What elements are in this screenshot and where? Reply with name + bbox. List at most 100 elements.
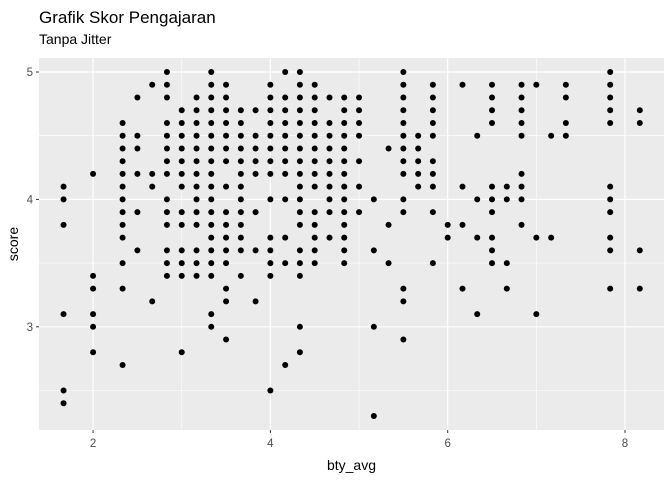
- data-point: [208, 132, 215, 139]
- data-point: [459, 221, 466, 228]
- y-tick-label: 3: [27, 322, 33, 334]
- data-point: [208, 119, 215, 126]
- data-point: [149, 81, 156, 88]
- data-point: [503, 183, 510, 190]
- data-point: [607, 183, 614, 190]
- data-points: [60, 69, 643, 419]
- data-point: [296, 221, 303, 228]
- data-point: [193, 209, 200, 216]
- data-point: [208, 158, 215, 165]
- data-point: [400, 119, 407, 126]
- data-point: [163, 81, 170, 88]
- data-point: [208, 323, 215, 330]
- data-point: [489, 81, 496, 88]
- data-point: [341, 183, 348, 190]
- data-point: [223, 183, 230, 190]
- data-point: [208, 260, 215, 267]
- data-point: [518, 94, 525, 101]
- data-point: [400, 170, 407, 177]
- data-point: [341, 145, 348, 152]
- data-point: [311, 158, 318, 165]
- data-point: [282, 107, 289, 114]
- data-point: [252, 158, 259, 165]
- data-point: [296, 69, 303, 76]
- data-point: [311, 145, 318, 152]
- data-point: [370, 412, 377, 419]
- data-point: [429, 81, 436, 88]
- data-point: [326, 94, 333, 101]
- data-point: [193, 170, 200, 177]
- data-point: [178, 349, 185, 356]
- data-point: [178, 119, 185, 126]
- data-point: [415, 170, 422, 177]
- data-point: [193, 221, 200, 228]
- data-point: [400, 81, 407, 88]
- data-point: [252, 170, 259, 177]
- data-point: [267, 119, 274, 126]
- data-point: [149, 170, 156, 177]
- data-point: [267, 234, 274, 241]
- data-point: [518, 183, 525, 190]
- data-point: [341, 94, 348, 101]
- data-point: [296, 209, 303, 216]
- data-point: [237, 158, 244, 165]
- data-point: [208, 311, 215, 318]
- data-point: [489, 234, 496, 241]
- data-point: [163, 119, 170, 126]
- data-point: [208, 247, 215, 254]
- data-point: [163, 260, 170, 267]
- data-point: [119, 145, 126, 152]
- data-point: [341, 221, 348, 228]
- data-point: [134, 247, 141, 254]
- data-point: [311, 107, 318, 114]
- data-point: [223, 260, 230, 267]
- data-point: [149, 298, 156, 305]
- x-tick-label: 6: [444, 438, 450, 450]
- data-point: [326, 183, 333, 190]
- chart-title: Grafik Skor Pengajaran: [39, 8, 216, 27]
- data-point: [400, 69, 407, 76]
- data-point: [134, 94, 141, 101]
- data-point: [356, 132, 363, 139]
- data-point: [193, 272, 200, 279]
- data-point: [267, 132, 274, 139]
- data-point: [60, 196, 67, 203]
- data-point: [282, 170, 289, 177]
- data-point: [400, 94, 407, 101]
- data-point: [163, 221, 170, 228]
- data-point: [489, 94, 496, 101]
- y-tick-label: 5: [27, 67, 33, 79]
- data-point: [356, 94, 363, 101]
- data-point: [341, 132, 348, 139]
- data-point: [607, 94, 614, 101]
- data-point: [429, 94, 436, 101]
- data-point: [163, 132, 170, 139]
- data-point: [341, 107, 348, 114]
- data-point: [562, 94, 569, 101]
- data-point: [400, 196, 407, 203]
- data-point: [636, 107, 643, 114]
- data-point: [385, 260, 392, 267]
- data-point: [193, 247, 200, 254]
- data-point: [119, 158, 126, 165]
- data-point: [400, 336, 407, 343]
- data-point: [208, 183, 215, 190]
- data-point: [223, 107, 230, 114]
- data-point: [237, 145, 244, 152]
- data-point: [489, 196, 496, 203]
- data-point: [193, 183, 200, 190]
- data-point: [562, 119, 569, 126]
- data-point: [237, 209, 244, 216]
- data-point: [296, 107, 303, 114]
- data-point: [178, 158, 185, 165]
- data-point: [134, 132, 141, 139]
- data-point: [193, 107, 200, 114]
- data-point: [518, 170, 525, 177]
- data-point: [223, 234, 230, 241]
- data-point: [311, 170, 318, 177]
- data-point: [429, 183, 436, 190]
- data-point: [474, 311, 481, 318]
- data-point: [267, 94, 274, 101]
- data-point: [415, 145, 422, 152]
- data-point: [119, 119, 126, 126]
